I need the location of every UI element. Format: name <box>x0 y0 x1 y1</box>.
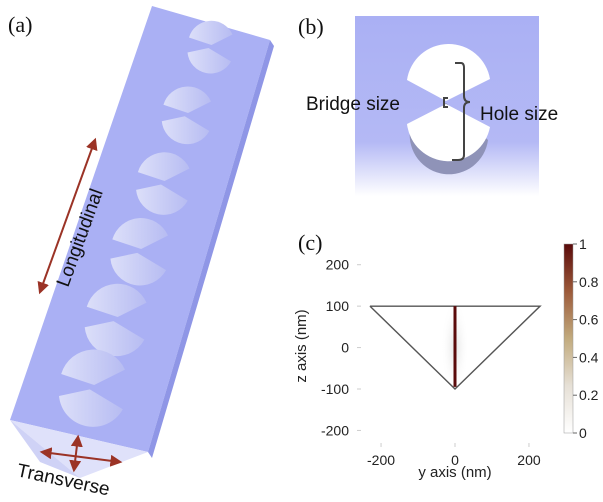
hole-pair <box>187 20 233 74</box>
x-tick-label: -200 <box>367 452 395 468</box>
y-tick-label: 200 <box>326 257 350 273</box>
hole-lower <box>59 389 123 427</box>
hole-upper <box>189 20 233 45</box>
field-heatmap-chart: -200 0 200 200 100 0 -100 -200 y axis (nm) z ax… <box>293 236 599 481</box>
hole-lower <box>136 184 188 215</box>
colorbar-tick-label: 0.6 <box>579 312 599 328</box>
colorbar-tick-label: 0.2 <box>579 387 599 403</box>
colorbar-tick-label: 0.8 <box>579 274 599 290</box>
y-axis-title: z axis (nm) <box>293 309 310 382</box>
panel-b-label: (b) <box>298 14 324 39</box>
hole-array <box>59 20 233 427</box>
hole-size-bracket <box>452 62 471 161</box>
bridge-size-bracket <box>443 97 448 108</box>
bridge-size-label: Bridge size <box>306 94 400 115</box>
panel-a-label: (a) <box>8 12 32 37</box>
y-tick-label: 100 <box>326 298 350 314</box>
hole-lower <box>84 321 145 357</box>
hole-upper <box>86 283 147 317</box>
hole-pair <box>161 86 211 145</box>
x-tick-label: 200 <box>517 452 541 468</box>
x-axis-title: y axis (nm) <box>418 464 491 481</box>
hole-pair <box>110 218 168 286</box>
panel-c: (c) -200 0 200 200 100 0 -100 -200 y axis (nm) … <box>293 230 599 481</box>
hole-lower <box>187 48 231 74</box>
colorbar-tick-label: 1 <box>579 236 587 252</box>
panel-a: (a) Longitudinal Transverse <box>8 6 274 501</box>
y-tick-label: -100 <box>321 381 349 397</box>
hole-upper <box>163 86 211 113</box>
waveguide-side-face <box>148 40 274 458</box>
y-tick-label: -200 <box>321 422 349 438</box>
colorbar-tick-label: 0 <box>579 425 587 441</box>
hole-pair <box>84 283 147 357</box>
panel-c-label: (c) <box>298 230 322 255</box>
bowtie-hole <box>407 43 490 162</box>
hole-pair <box>136 152 190 215</box>
transverse-arrow-vertical <box>69 434 83 473</box>
panel-b: (b) Bridge size Hole size <box>298 14 558 196</box>
hole-upper <box>137 152 190 181</box>
hole-lower <box>110 252 167 286</box>
hole-upper <box>61 349 125 385</box>
hole-lower <box>161 116 210 145</box>
longitudinal-arrow <box>37 137 98 295</box>
y-tick-label: 0 <box>341 340 349 356</box>
colorbar <box>563 243 574 434</box>
x-tick-label: 0 <box>451 452 459 468</box>
colorbar-tick-label: 0.4 <box>579 349 599 365</box>
hole-upper <box>112 218 168 249</box>
hole-size-label: Hole size <box>480 104 558 125</box>
hole-pair <box>59 349 125 427</box>
